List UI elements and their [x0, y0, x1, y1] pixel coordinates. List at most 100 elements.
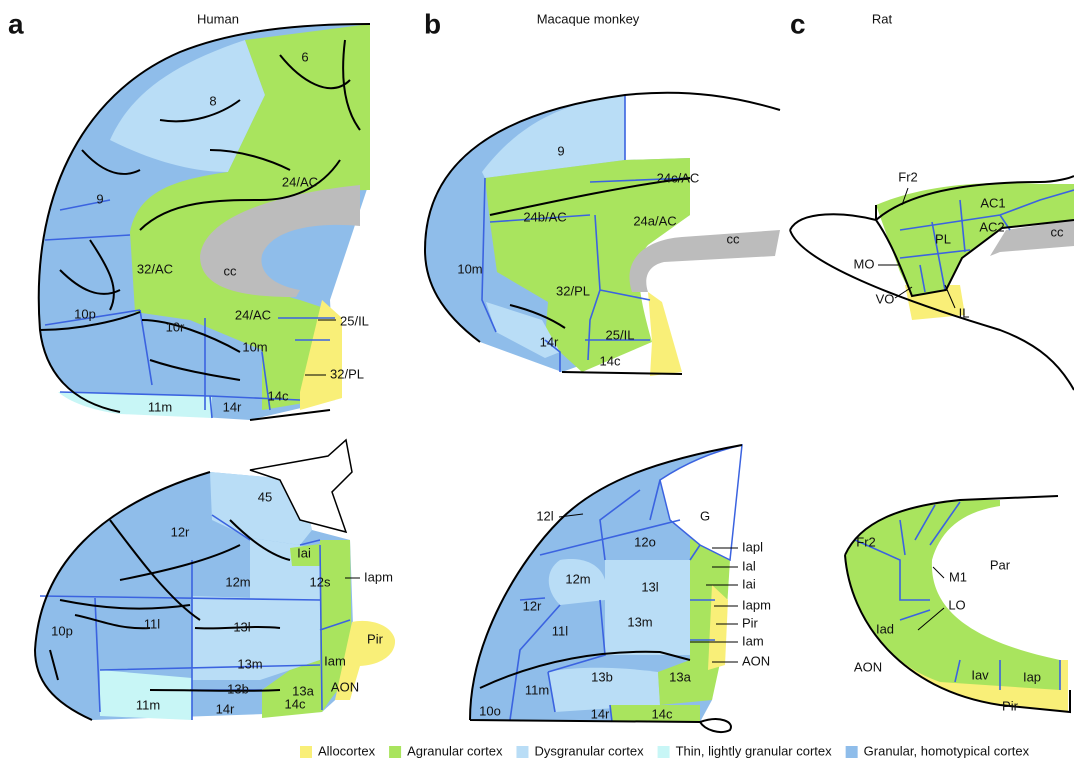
human-orbital-map [35, 440, 395, 720]
region-label: AON [742, 653, 770, 668]
region-label: Iai [297, 545, 311, 560]
legend-label: Agranular cortex [407, 743, 503, 758]
region-label: 10p [51, 623, 73, 638]
region-label: Ial [742, 558, 756, 573]
region-label: Iam [324, 653, 346, 668]
region-label: IL [959, 305, 970, 320]
region-label: 14r [591, 706, 610, 721]
region-label: 10p [74, 306, 96, 321]
region-label: 12m [565, 571, 590, 586]
region-label: 14r [540, 334, 559, 349]
region-label: 14r [216, 701, 235, 716]
panel-letter: b [424, 8, 441, 39]
region-label: M1 [949, 569, 967, 584]
region-label: AON [854, 659, 882, 674]
region-label: cc [727, 231, 741, 246]
region-label: 13m [627, 614, 652, 629]
region-label: Iav [971, 667, 989, 682]
region-label: Iad [876, 621, 894, 636]
panel-title: Macaque monkey [537, 11, 640, 26]
region-label: 12m [225, 574, 250, 589]
region-label: 9 [96, 191, 103, 206]
region-label: Iapl [742, 539, 763, 554]
region-label: 13l [233, 619, 250, 634]
region-label: 14c [285, 696, 306, 711]
region-label: 14c [268, 388, 289, 403]
macaque-orbital-map [470, 445, 742, 732]
legend-swatch [300, 746, 312, 758]
region-label: Par [990, 557, 1011, 572]
region-label: 11l [144, 616, 160, 631]
human-medial-map [39, 24, 370, 420]
region-label: AON [331, 679, 359, 694]
region-label: 8 [209, 93, 216, 108]
region-label: 14r [223, 399, 242, 414]
region-label: Pir [1002, 698, 1019, 713]
region-label: 24c/AC [657, 170, 700, 185]
panel-letter: c [790, 8, 806, 39]
region-label: Pir [367, 631, 384, 646]
region-label: 11m [136, 697, 160, 712]
region-label: 10m [457, 261, 482, 276]
panel-title: Rat [872, 11, 893, 26]
region-label: Iapm [364, 569, 393, 584]
region-label: Pir [742, 615, 759, 630]
region-label: AC1 [980, 195, 1005, 210]
legend-label: Thin, lightly granular cortex [676, 743, 833, 758]
region-label: 14c [652, 706, 673, 721]
region-label: Fr2 [856, 534, 876, 549]
region-label: AC2 [979, 219, 1004, 234]
region-label: 10r [166, 319, 185, 334]
region-label: 6 [301, 49, 308, 64]
legend-label: Allocortex [318, 743, 376, 758]
region-label: PL [935, 231, 951, 246]
region-label: 11m [525, 682, 549, 697]
legend-swatch [516, 746, 528, 758]
region-label: G [700, 508, 710, 523]
region-label: 45 [258, 489, 272, 504]
region-label: 10m [242, 339, 267, 354]
region-label: 24a/AC [633, 213, 676, 228]
region-label: 13m [237, 656, 262, 671]
region-label: 11l [552, 623, 568, 638]
rat-medial-map [790, 176, 1074, 390]
region-label: Iam [742, 633, 764, 648]
region-label: 24b/AC [523, 209, 566, 224]
legend-label: Dysgranular cortex [534, 743, 644, 758]
legend-swatch [658, 746, 670, 758]
legend-label: Granular, homotypical cortex [864, 743, 1030, 758]
region-label: cc [1051, 224, 1065, 239]
region-label: 11m [148, 399, 172, 414]
legend: Allocortex Agranular cortex Dysgranular co… [300, 743, 1030, 758]
legend-swatch [846, 746, 858, 758]
region-label: 32/AC [137, 261, 173, 276]
region-label: 10o [479, 703, 501, 718]
region-label: 24/AC [282, 174, 318, 189]
region-label: 13a [669, 669, 691, 684]
region-label: MO [854, 256, 875, 271]
region-label: 12r [171, 524, 190, 539]
region-label: 14c [600, 353, 621, 368]
region-label: 13b [227, 681, 249, 696]
region-label: 25/IL [340, 313, 369, 328]
region-label: cc [224, 263, 238, 278]
region-label: Iapm [742, 597, 771, 612]
region-label: 9 [557, 143, 564, 158]
region-label: 12l [536, 508, 553, 523]
region-label: LO [948, 597, 965, 612]
panel-title: Human [197, 11, 239, 26]
figure: a Human b Macaque monkey c Rat 6 8 9 24/… [0, 0, 1074, 771]
region-label: Fr2 [898, 169, 918, 184]
legend-swatch [389, 746, 401, 758]
region-label: 12o [634, 534, 656, 549]
region-label: Iai [742, 576, 756, 591]
panel-letter: a [8, 8, 24, 39]
region-label: VO [876, 291, 895, 306]
region-label: 12r [523, 598, 542, 613]
region-label: 32/PL [330, 366, 364, 381]
region-label: 13l [641, 579, 658, 594]
region-label: 25/IL [606, 327, 635, 342]
region-label: 32/PL [556, 283, 590, 298]
region-label: 24/AC [235, 307, 271, 322]
region-label: Iap [1023, 669, 1041, 684]
